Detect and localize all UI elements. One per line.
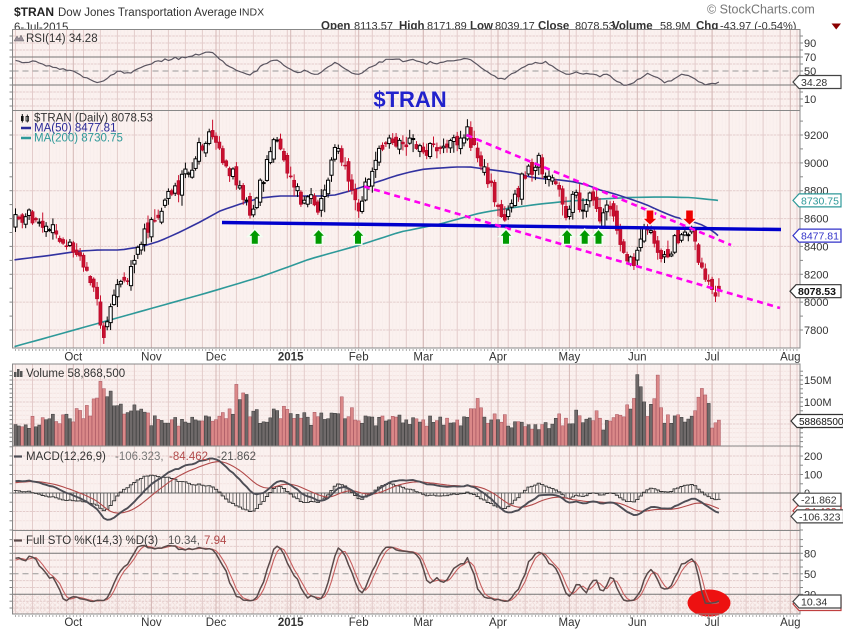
- svg-text:-106.323: -106.323: [799, 511, 841, 523]
- svg-text:7.94: 7.94: [204, 535, 227, 547]
- svg-text:Volume 58,868,500: Volume 58,868,500: [26, 368, 125, 380]
- svg-text:Feb: Feb: [349, 617, 369, 629]
- svg-text:9000: 9000: [804, 158, 828, 170]
- svg-text:MA(50) 8477.81: MA(50) 8477.81: [34, 123, 116, 135]
- svg-text:-21.862: -21.862: [217, 451, 256, 463]
- svg-text:May: May: [559, 352, 581, 364]
- svg-text:Oct: Oct: [64, 352, 83, 364]
- svg-text:Dec: Dec: [206, 617, 227, 629]
- svg-text:MA(200) 8730.75: MA(200) 8730.75: [34, 133, 123, 145]
- svg-text:RSI(14) 34.28: RSI(14) 34.28: [26, 33, 98, 45]
- svg-text:8200: 8200: [804, 269, 828, 281]
- svg-text:Mar: Mar: [413, 352, 433, 364]
- svg-text:58868500: 58868500: [799, 417, 843, 428]
- svg-text:Aug: Aug: [780, 352, 800, 364]
- svg-text:Apr: Apr: [489, 352, 507, 364]
- svg-text:100: 100: [804, 470, 822, 482]
- svg-text:34.28: 34.28: [801, 77, 827, 89]
- svg-text:-106.323,: -106.323,: [115, 451, 164, 463]
- svg-text:$TRAN: $TRAN: [14, 5, 54, 19]
- svg-text:70: 70: [804, 52, 816, 64]
- svg-text:150M: 150M: [804, 375, 832, 387]
- svg-text:Aug: Aug: [780, 617, 800, 629]
- svg-text:8400: 8400: [804, 241, 828, 253]
- svg-text:50: 50: [804, 569, 816, 581]
- svg-text:Nov: Nov: [141, 352, 162, 364]
- svg-text:8730.75: 8730.75: [801, 195, 839, 207]
- svg-text:$TRAN (Daily) 8078.53: $TRAN (Daily) 8078.53: [34, 113, 153, 125]
- svg-text:Apr: Apr: [489, 617, 507, 629]
- svg-text:Nov: Nov: [141, 617, 162, 629]
- svg-text:7800: 7800: [804, 325, 828, 337]
- svg-text:Dow Jones Transportation Avera: Dow Jones Transportation Average: [58, 7, 237, 19]
- svg-text:10.34,: 10.34,: [168, 535, 200, 547]
- svg-text:9200: 9200: [804, 130, 828, 142]
- svg-text:8477.81: 8477.81: [801, 231, 839, 243]
- svg-text:10: 10: [804, 94, 816, 106]
- svg-text:2015: 2015: [278, 352, 304, 364]
- svg-text:Oct: Oct: [64, 617, 83, 629]
- svg-text:8078.53: 8078.53: [798, 286, 836, 298]
- svg-text:100M: 100M: [804, 397, 832, 409]
- svg-text:Jul: Jul: [705, 617, 720, 629]
- svg-text:80: 80: [804, 548, 816, 560]
- svg-text:10.34: 10.34: [801, 597, 827, 609]
- svg-text:May: May: [559, 617, 581, 629]
- svg-text:-21.862: -21.862: [801, 495, 837, 507]
- svg-text:90: 90: [804, 38, 816, 50]
- svg-text:$TRAN: $TRAN: [373, 87, 446, 112]
- svg-text:Dec: Dec: [206, 352, 227, 364]
- svg-text:200: 200: [804, 451, 822, 463]
- svg-text:Feb: Feb: [349, 352, 369, 364]
- svg-text:2015: 2015: [278, 617, 304, 629]
- svg-text:© StockCharts.com: © StockCharts.com: [707, 3, 815, 17]
- svg-text:INDX: INDX: [239, 7, 264, 19]
- svg-text:Jun: Jun: [628, 352, 647, 364]
- svg-text:Full STO %K(14,3) %D(3): Full STO %K(14,3) %D(3): [26, 535, 158, 547]
- svg-text:-84.462,: -84.462,: [169, 451, 211, 463]
- svg-text:Jun: Jun: [628, 617, 647, 629]
- svg-text:Mar: Mar: [413, 617, 433, 629]
- svg-text:8600: 8600: [804, 214, 828, 226]
- svg-text:MACD(12,26,9): MACD(12,26,9): [26, 451, 106, 463]
- svg-text:8000: 8000: [804, 297, 828, 309]
- svg-text:Jul: Jul: [705, 352, 720, 364]
